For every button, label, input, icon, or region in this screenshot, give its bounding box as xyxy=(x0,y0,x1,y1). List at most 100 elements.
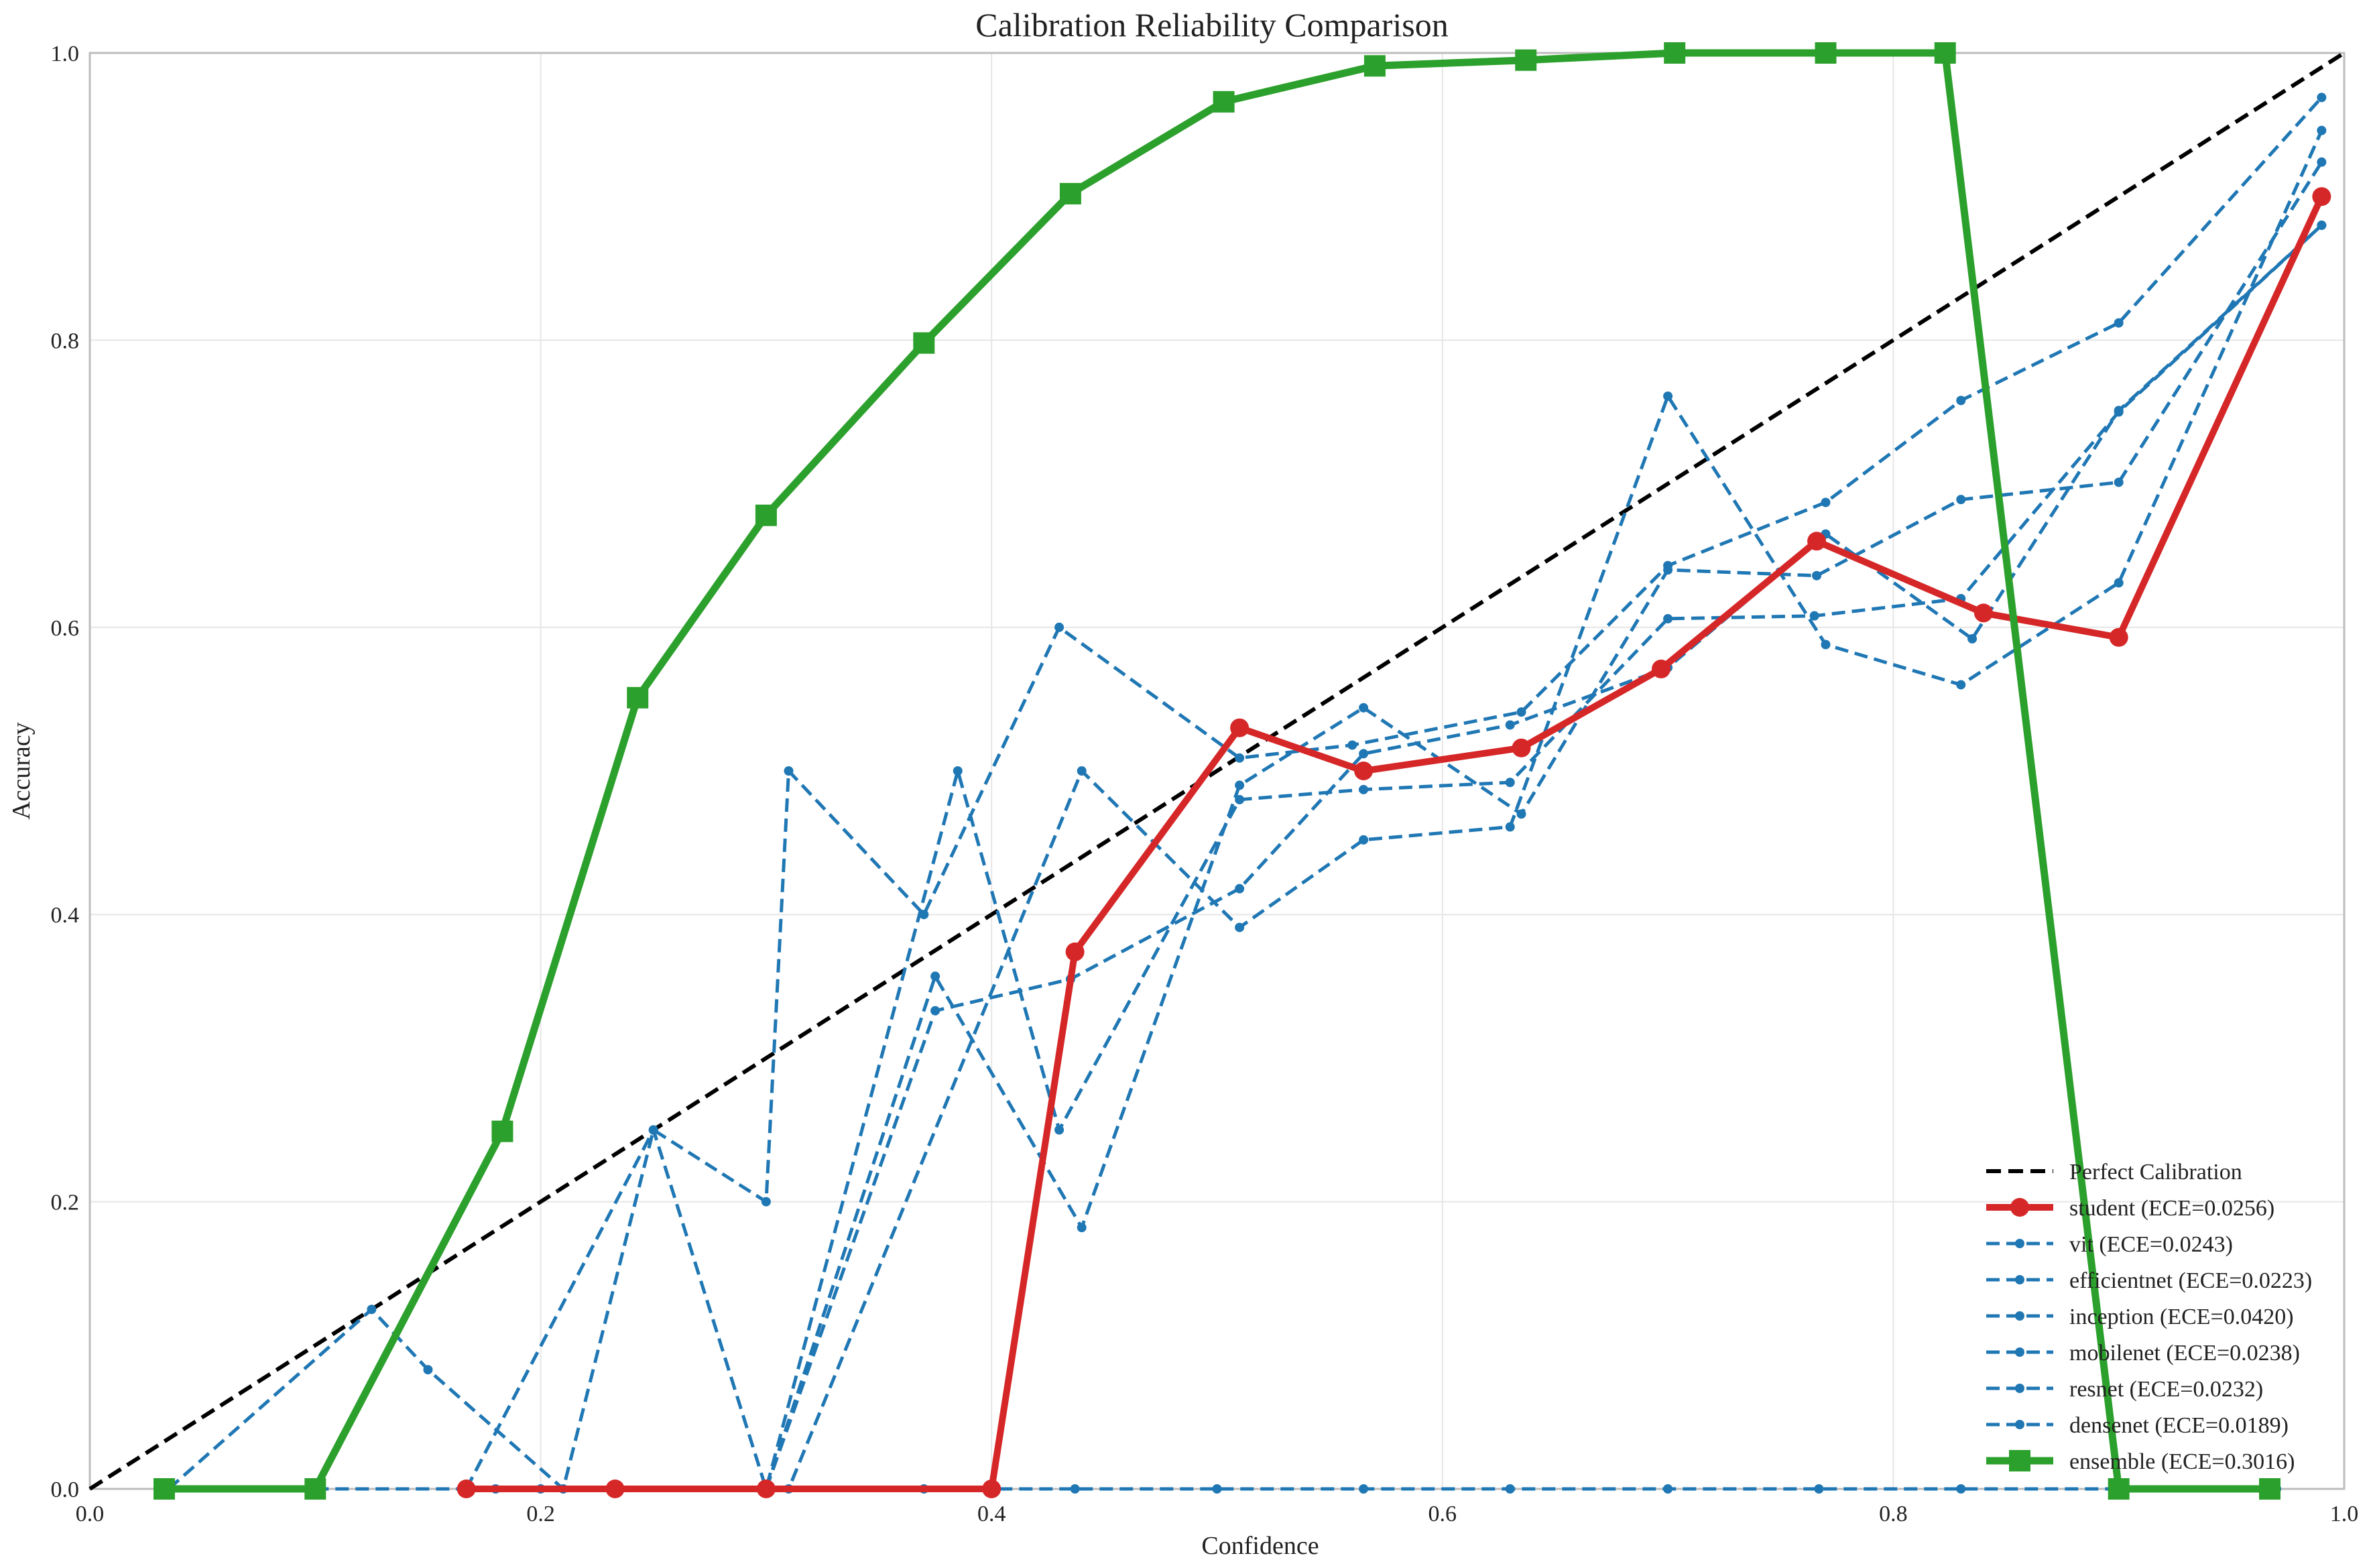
legend-label: Perfect Calibration xyxy=(2069,1160,2242,1185)
legend-entry: resnet (ECE=0.0232) xyxy=(1986,1377,2263,1402)
legend-marker xyxy=(2015,1239,2024,1248)
x-tick-label: 0.0 xyxy=(76,1502,105,1526)
data-point xyxy=(1664,42,1686,64)
data-point xyxy=(756,1480,776,1498)
data-point xyxy=(1812,570,1822,581)
y-tick-label: 0.0 xyxy=(51,1477,80,1502)
chart-title: Calibration Reliability Comparison xyxy=(975,6,1448,44)
y-tick-label: 0.8 xyxy=(51,328,80,353)
series-7 xyxy=(153,42,2281,1500)
data-point xyxy=(1235,753,1245,763)
legend-entry: Perfect Calibration xyxy=(1986,1160,2242,1185)
data-point xyxy=(367,1305,377,1315)
legend-marker xyxy=(2015,1275,2024,1284)
data-point xyxy=(1652,659,1671,678)
legend-label: student (ECE=0.0256) xyxy=(2069,1196,2274,1221)
data-point xyxy=(1505,822,1515,832)
legend-label: inception (ECE=0.0420) xyxy=(2069,1305,2294,1329)
data-point xyxy=(1235,884,1245,894)
data-point xyxy=(2114,578,2124,588)
legend: Perfect Calibration student (ECE=0.0256) v… xyxy=(1986,1160,2312,1474)
data-point xyxy=(1059,182,1081,204)
data-point xyxy=(1235,794,1245,804)
data-point xyxy=(1512,738,1531,758)
perfect-calibration-line xyxy=(88,51,2346,1491)
data-point xyxy=(1814,1484,1824,1494)
data-point xyxy=(2114,477,2124,487)
data-point xyxy=(1967,634,1978,644)
data-point xyxy=(648,1125,658,1135)
data-point xyxy=(1077,1223,1087,1233)
y-tick-label: 1.0 xyxy=(51,42,80,66)
series-0 xyxy=(457,187,2331,1498)
data-point xyxy=(1359,703,1369,713)
data-point xyxy=(457,1480,476,1498)
data-point xyxy=(1807,532,1827,551)
data-point xyxy=(2114,406,2124,416)
x-tick-label: 0.8 xyxy=(1879,1502,1908,1526)
data-point xyxy=(1815,42,1837,64)
legend-marker xyxy=(2010,1198,2029,1217)
x-tick-label: 1.0 xyxy=(2330,1502,2359,1526)
data-point xyxy=(627,686,649,709)
data-point xyxy=(1663,391,1673,401)
data-point xyxy=(1363,55,1386,77)
data-point xyxy=(1821,497,1831,507)
legend-entry: inception (ECE=0.0420) xyxy=(1986,1305,2294,1329)
data-point xyxy=(2312,187,2331,206)
data-point xyxy=(1213,91,1235,113)
data-point xyxy=(2317,221,2327,231)
data-point xyxy=(1212,1484,1222,1494)
data-point xyxy=(2317,125,2327,135)
data-point xyxy=(2114,318,2124,328)
data-point xyxy=(1515,49,1537,71)
data-point xyxy=(1359,784,1369,794)
legend-marker xyxy=(2015,1347,2024,1357)
data-point xyxy=(1235,780,1245,790)
data-point xyxy=(1956,495,1966,505)
data-point xyxy=(1359,749,1369,759)
legend-label: efficientnet (ECE=0.0223) xyxy=(2069,1268,2312,1293)
legend-label: mobilenet (ECE=0.0238) xyxy=(2069,1341,2300,1366)
data-point xyxy=(1663,565,1673,575)
legend-marker xyxy=(2015,1420,2024,1429)
data-point xyxy=(1359,835,1369,845)
series-group xyxy=(153,42,2331,1500)
data-point xyxy=(755,504,777,526)
data-point xyxy=(1347,740,1357,750)
data-point xyxy=(1230,718,1250,737)
data-point xyxy=(1505,720,1515,730)
legend-label: vit (ECE=0.0243) xyxy=(2069,1232,2233,1257)
data-point xyxy=(1054,622,1064,632)
y-tick-label: 0.6 xyxy=(51,616,80,641)
data-point xyxy=(982,1480,1001,1498)
data-point xyxy=(491,1120,513,1142)
data-point xyxy=(1663,613,1673,623)
legend-label: densenet (ECE=0.0189) xyxy=(2069,1413,2289,1438)
data-point xyxy=(2317,157,2327,167)
legend-entry: ensemble (ECE=0.3016) xyxy=(1986,1449,2295,1474)
data-point xyxy=(304,1478,326,1500)
data-point xyxy=(930,1006,940,1016)
data-point xyxy=(1516,809,1526,819)
data-point xyxy=(1663,1484,1673,1494)
reference-line-group xyxy=(88,51,2346,1491)
data-point xyxy=(1505,778,1515,788)
data-point xyxy=(1359,1484,1369,1494)
legend-entry: densenet (ECE=0.0189) xyxy=(1986,1413,2289,1438)
data-point xyxy=(953,766,963,776)
data-point xyxy=(784,766,794,776)
x-axis-label: Confidence xyxy=(1201,1532,1319,1560)
legend-entry: vit (ECE=0.0243) xyxy=(1986,1232,2233,1257)
data-point xyxy=(423,1365,433,1375)
data-point xyxy=(930,971,940,981)
y-tick-label: 0.2 xyxy=(51,1191,80,1215)
data-point xyxy=(2108,1478,2130,1500)
data-point xyxy=(1354,762,1374,780)
legend-marker xyxy=(2009,1450,2030,1471)
data-point xyxy=(1070,1484,1080,1494)
data-point xyxy=(1809,611,1819,621)
data-point xyxy=(1821,640,1831,650)
data-point xyxy=(153,1478,175,1500)
